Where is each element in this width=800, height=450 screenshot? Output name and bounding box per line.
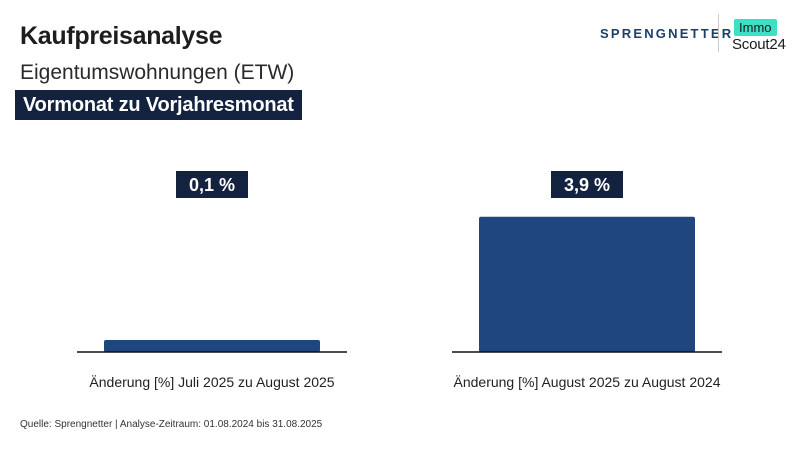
source-note: Quelle: Sprengnetter | Analyse-Zeitraum:… xyxy=(20,419,322,430)
bar-2 xyxy=(479,217,695,352)
comparison-badge: Vormonat zu Vorjahresmonat xyxy=(15,90,302,120)
logo-divider xyxy=(718,14,719,52)
page-subtitle: Eigentumswohnungen (ETW) xyxy=(20,61,294,85)
bar-1 xyxy=(104,340,320,352)
scout24-logo-text: Scout24 xyxy=(732,36,786,53)
category-label-2: Änderung [%] August 2025 zu August 2024 xyxy=(454,374,721,390)
sprengnetter-logo: SPRENGNETTER xyxy=(600,26,733,41)
page-title: Kaufpreisanalyse xyxy=(20,22,222,51)
value-label-1: 0,1 % xyxy=(189,175,235,195)
category-label-1: Änderung [%] Juli 2025 zu August 2025 xyxy=(89,374,334,390)
value-label-2: 3,9 % xyxy=(564,175,610,195)
immo-logo-badge: Immo xyxy=(734,19,777,36)
price-change-chart: 0,1 % Änderung [%] Juli 2025 zu August 20… xyxy=(0,150,800,400)
